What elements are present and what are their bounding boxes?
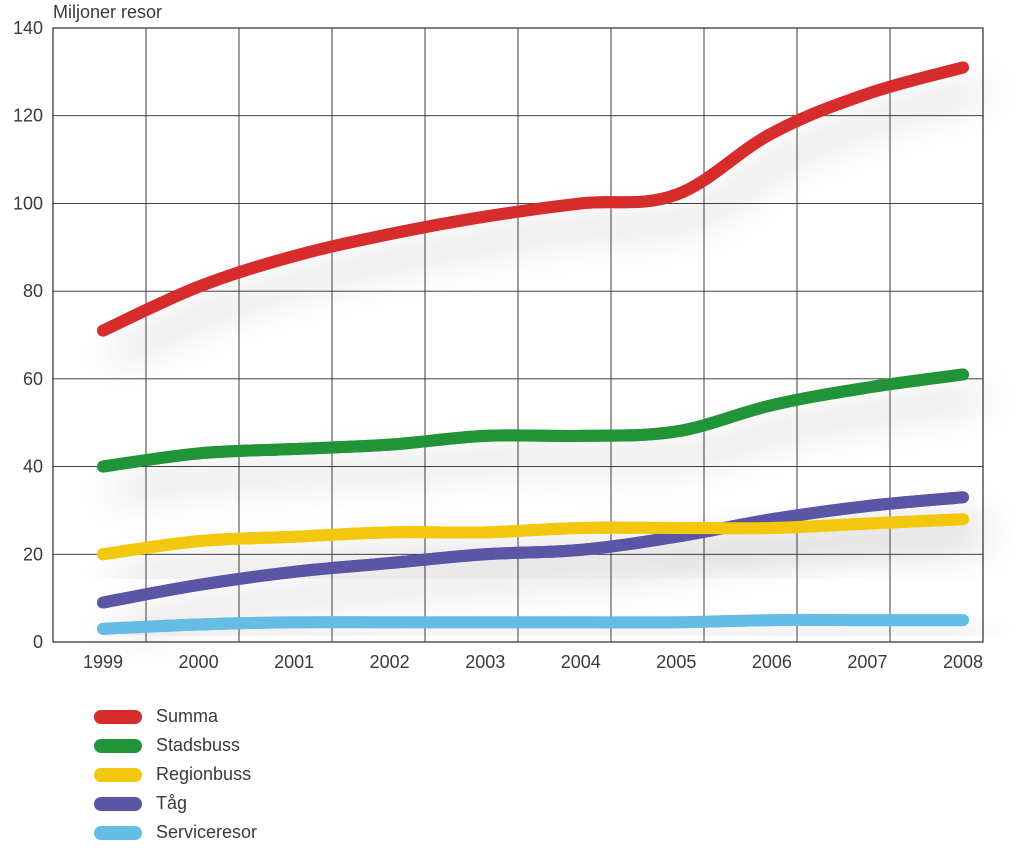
legend-swatch	[94, 710, 142, 724]
chart-container: Miljoner resor 0 20 40 60 80 100 120 140 1999 200…	[0, 0, 1024, 859]
legend-swatch	[94, 797, 142, 811]
legend-item: Tåg	[94, 793, 257, 814]
legend-item: Serviceresor	[94, 822, 257, 843]
legend: Summa Stadsbuss Regionbuss Tåg Serviceresor	[94, 706, 257, 851]
legend-swatch	[94, 826, 142, 840]
svg-text:0: 0	[33, 632, 43, 652]
svg-text:80: 80	[23, 281, 43, 301]
legend-label: Summa	[156, 706, 218, 727]
legend-label: Regionbuss	[156, 764, 251, 785]
y-axis-title: Miljoner resor	[53, 2, 162, 23]
svg-text:2002: 2002	[370, 652, 410, 672]
svg-text:2003: 2003	[465, 652, 505, 672]
svg-text:140: 140	[13, 18, 43, 38]
legend-item: Summa	[94, 706, 257, 727]
svg-text:2008: 2008	[943, 652, 983, 672]
legend-label: Stadsbuss	[156, 735, 240, 756]
legend-swatch	[94, 739, 142, 753]
svg-text:40: 40	[23, 457, 43, 477]
svg-text:2004: 2004	[561, 652, 601, 672]
legend-label: Tåg	[156, 793, 187, 814]
svg-text:2000: 2000	[179, 652, 219, 672]
legend-label: Serviceresor	[156, 822, 257, 843]
svg-text:100: 100	[13, 193, 43, 213]
legend-item: Regionbuss	[94, 764, 257, 785]
svg-text:2007: 2007	[847, 652, 887, 672]
legend-swatch	[94, 768, 142, 782]
svg-text:2006: 2006	[752, 652, 792, 672]
legend-item: Stadsbuss	[94, 735, 257, 756]
svg-text:20: 20	[23, 544, 43, 564]
svg-text:2001: 2001	[274, 652, 314, 672]
svg-text:2005: 2005	[656, 652, 696, 672]
svg-text:1999: 1999	[83, 652, 123, 672]
svg-text:120: 120	[13, 106, 43, 126]
svg-text:60: 60	[23, 369, 43, 389]
